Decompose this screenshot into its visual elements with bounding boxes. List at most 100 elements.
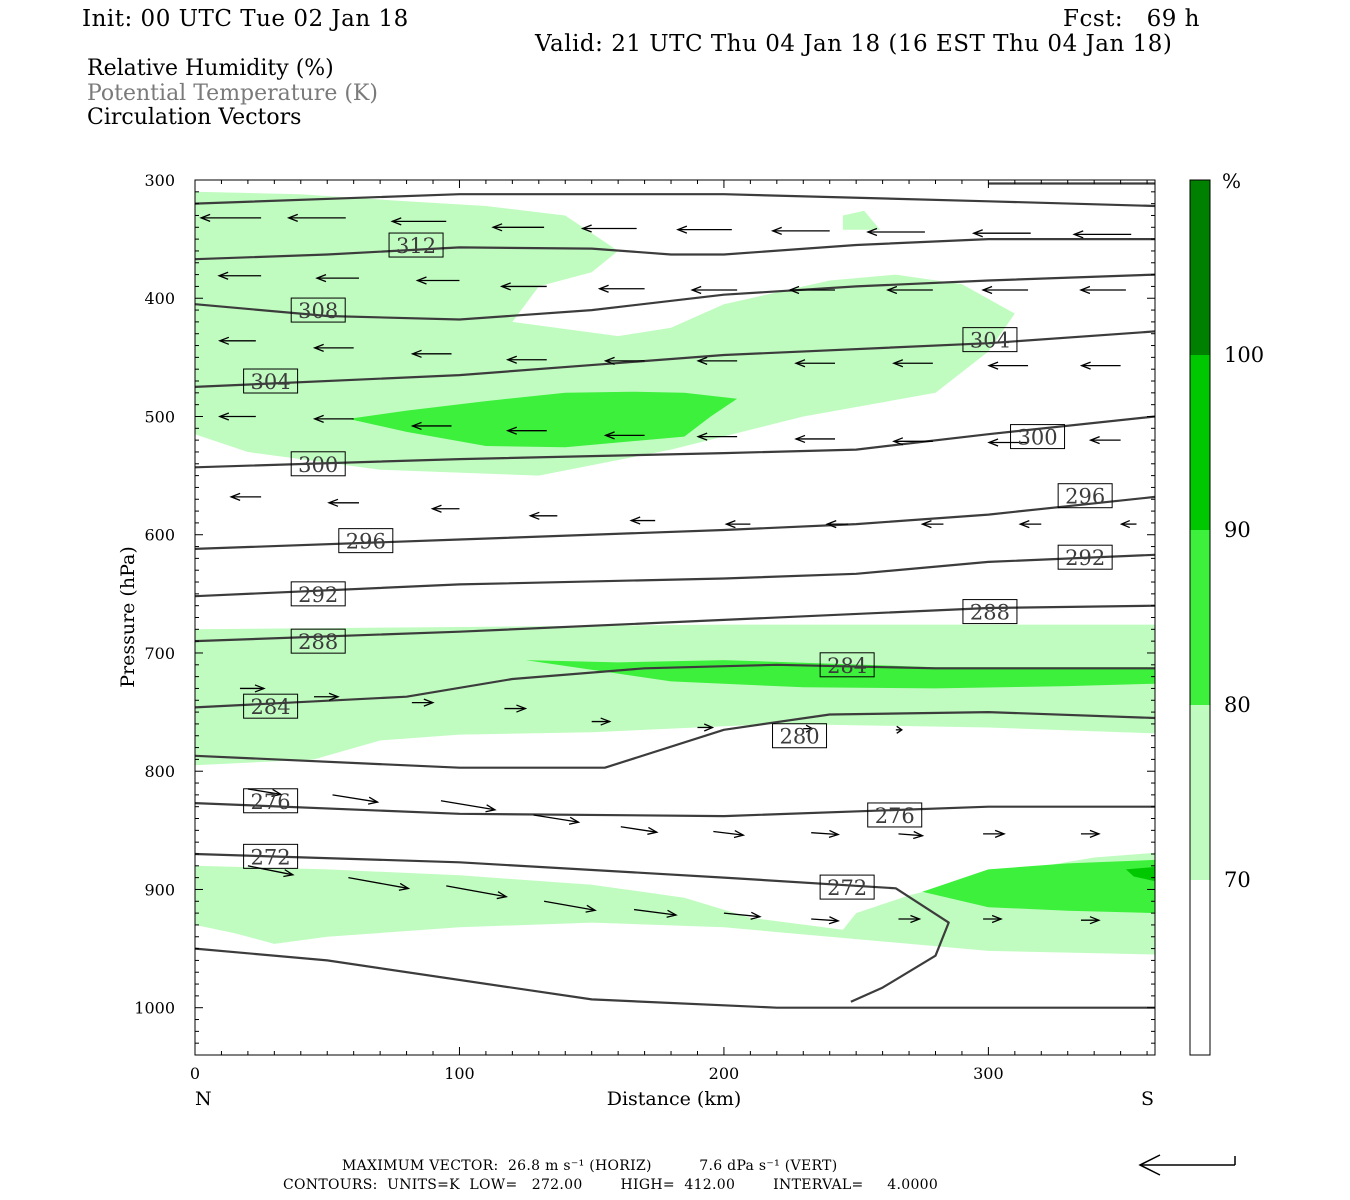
- circulation-vector: [491, 223, 545, 232]
- init-time: Init: 00 UTC Tue 02 Jan 18: [82, 6, 409, 32]
- circulation-vector: [629, 516, 656, 525]
- circulation-vector: [332, 794, 380, 805]
- circulation-vector: [312, 343, 354, 353]
- rh-region-70: [195, 191, 1015, 476]
- circulation-vector: [1079, 361, 1121, 370]
- legend-vectors: Circulation Vectors: [87, 105, 302, 130]
- circulation-vector: [312, 414, 354, 423]
- theta-contour-300: [195, 415, 1155, 469]
- colorbar-segment: [1190, 530, 1210, 705]
- reference-vector: [1138, 1154, 1236, 1176]
- circulation-vector: [410, 421, 452, 431]
- circulation-vector: [229, 492, 262, 501]
- theta-contour-312: [195, 238, 1155, 261]
- axis-tick-layer: 300 400 500 600 700 800 900 1000 0 100 200 300 Dista…: [117, 171, 1155, 1110]
- circulation-vector: [696, 432, 738, 441]
- circulation-vector: [410, 349, 452, 358]
- contour-label: 284: [819, 652, 875, 678]
- svg-text:304: 304: [970, 329, 1010, 353]
- theta-contour-272: [195, 852, 950, 1003]
- circulation-vector: [892, 359, 933, 368]
- circulation-vector: [348, 876, 411, 891]
- circulation-vector: [1079, 285, 1126, 295]
- circulation-vector: [620, 826, 659, 835]
- y-tick-label: 500: [144, 407, 175, 426]
- colorbar-segment: [1190, 880, 1210, 1055]
- circulation-vector: [983, 829, 1006, 838]
- x-tick-label: 200: [709, 1064, 740, 1083]
- circulation-vector: [633, 908, 678, 918]
- circulation-vector: [788, 285, 835, 295]
- max-vector-note: MAXIMUM VECTOR: 26.8 m s⁻¹ (HORIZ) 7.6 d…: [342, 1158, 838, 1174]
- theta-contour-296: [195, 495, 1155, 550]
- theta-contour-316: [195, 193, 1155, 208]
- theta-contour-292: [195, 553, 1155, 598]
- contour-label: 312: [388, 232, 444, 258]
- circulation-vector: [390, 217, 447, 226]
- circulation-vector: [697, 723, 715, 732]
- svg-text:300: 300: [1017, 426, 1057, 450]
- contour-info: CONTOURS: UNITS=K LOW= 272.00 HIGH= 412.…: [283, 1177, 939, 1193]
- theta-contour-288: [195, 604, 1155, 643]
- circulation-vector: [597, 284, 645, 293]
- circulation-vector: [892, 437, 933, 446]
- circulation-vector: [825, 519, 849, 529]
- circulation-vector: [811, 829, 840, 839]
- x-axis-label: Distance (km): [607, 1088, 742, 1110]
- rh-region-70: [195, 852, 1155, 955]
- svg-text:292: 292: [298, 583, 338, 607]
- circulation-vector: [811, 916, 840, 925]
- colorbar-segment: [1190, 705, 1210, 880]
- circulation-vector: [218, 412, 256, 421]
- circulation-vector: [981, 285, 1029, 295]
- contour-label: 292: [290, 581, 346, 607]
- svg-text:284: 284: [251, 695, 291, 719]
- legend-theta: Potential Temperature (K): [87, 80, 378, 106]
- north-label: N: [195, 1088, 212, 1110]
- circulation-vector: [446, 885, 509, 900]
- svg-text:276: 276: [251, 790, 291, 814]
- y-tick-label: 900: [144, 880, 175, 899]
- circulation-vector: [499, 282, 547, 291]
- contour-label: 276: [867, 802, 923, 828]
- circulation-vector: [543, 900, 597, 913]
- circulation-vector: [199, 213, 262, 222]
- colorbar-label: 80: [1224, 693, 1251, 717]
- x-tick-label: 0: [190, 1064, 200, 1083]
- legend-rh: Relative Humidity (%): [87, 56, 334, 81]
- circulation-vector: [247, 865, 295, 878]
- colorbar-segment: [1190, 180, 1210, 355]
- circulation-vector: [690, 285, 738, 295]
- contour-label: 296: [1057, 483, 1113, 509]
- circulation-vector: [411, 698, 435, 707]
- contour-label: 304: [243, 368, 299, 394]
- circulation-vector: [239, 684, 266, 693]
- colorbar: 70 80 90 100%: [1189, 169, 1264, 1056]
- circulation-vector: [286, 213, 346, 222]
- contour-label: 272: [243, 843, 299, 869]
- rh-region-70: [842, 210, 880, 230]
- colorbar-label: 70: [1224, 868, 1251, 892]
- x-tick-label: 100: [444, 1064, 475, 1083]
- valid-time: Valid: 21 UTC Thu 04 Jan 18 (16 EST Thu …: [535, 31, 1173, 57]
- contour-label: 308: [290, 297, 346, 323]
- contour-label: 284: [243, 693, 299, 719]
- circulation-vector: [1018, 519, 1042, 529]
- circulation-vector: [415, 276, 460, 285]
- contour-label: 276: [243, 788, 299, 814]
- circulation-vector: [528, 511, 558, 520]
- circulation-vector: [723, 911, 762, 920]
- theta-contour-308: [195, 273, 1155, 321]
- svg-text:292: 292: [1065, 546, 1105, 570]
- circulation-vector: [898, 914, 922, 924]
- svg-text:312: 312: [396, 234, 436, 258]
- circulation-vector: [770, 226, 830, 235]
- theta-contour-layer: [195, 182, 1155, 1009]
- svg-text:296: 296: [346, 530, 386, 554]
- circulation-vector: [987, 361, 1029, 370]
- circulation-vector: [983, 914, 1003, 924]
- circulation-vector: [724, 519, 751, 529]
- circulation-vector: [803, 724, 814, 733]
- circulation-vector: [987, 438, 1029, 447]
